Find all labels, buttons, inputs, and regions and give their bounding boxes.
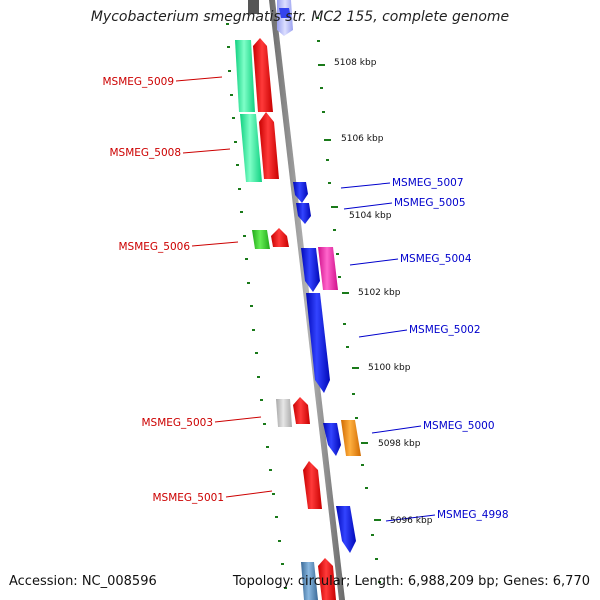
gene-feature-msmeg-5007[interactable] — [293, 182, 308, 203]
gene-feature-msmeg-5003-left[interactable] — [276, 399, 292, 427]
gene-label-msmeg-5002[interactable]: MSMEG_5002 — [409, 324, 481, 336]
gene-feature-msmeg-5004[interactable] — [301, 248, 320, 292]
gene-label-msmeg-5004[interactable]: MSMEG_5004 — [400, 253, 472, 265]
kbp-label: 5108 kbp — [334, 58, 377, 68]
genome-summary: Topology: circular; Length: 6,988,209 bp… — [232, 574, 590, 589]
gene-feature-msmeg-4998[interactable] — [336, 506, 356, 553]
kbp-scale-labels: 5108 kbp 5106 kbp 5104 kbp 5102 kbp 5100… — [334, 58, 433, 526]
kbp-label: 5106 kbp — [341, 134, 384, 144]
kbp-label: 5104 kbp — [349, 211, 392, 221]
gene-label-msmeg-5006[interactable]: MSMEG_5006 — [118, 241, 190, 253]
kbp-label: 5100 kbp — [368, 363, 411, 373]
gene-feature[interactable] — [318, 558, 336, 600]
gene-feature-msmeg-5006-left[interactable] — [252, 230, 270, 249]
gene-label-msmeg-5009[interactable]: MSMEG_5009 — [102, 76, 174, 88]
gene-label-msmeg-5005[interactable]: MSMEG_5005 — [394, 197, 466, 209]
gene-feature[interactable] — [279, 8, 291, 18]
gene-feature[interactable] — [248, 0, 259, 14]
gene-feature-msmeg-5000[interactable] — [323, 423, 341, 456]
kbp-label: 5102 kbp — [358, 288, 401, 298]
left-scale-ring — [226, 23, 287, 589]
genome-title: Mycobacterium smegmatis str. MC2 155, co… — [90, 9, 510, 25]
gene-label-msmeg-5008[interactable]: MSMEG_5008 — [109, 147, 181, 159]
gene-feature-msmeg-5009-left[interactable] — [235, 40, 255, 112]
gene-feature-msmeg-5000-right[interactable] — [341, 420, 361, 456]
gene-label-msmeg-5001[interactable]: MSMEG_5001 — [152, 492, 224, 504]
gene-feature-msmeg-5005[interactable] — [296, 203, 311, 224]
gene-feature-msmeg-5001[interactable] — [303, 461, 322, 509]
accession-label: Accession: NC_008596 — [9, 574, 157, 589]
gene-feature-msmeg-5008[interactable] — [259, 112, 279, 179]
gene-label-msmeg-5003[interactable]: MSMEG_5003 — [141, 417, 213, 429]
kbp-label: 5098 kbp — [378, 439, 421, 449]
left-gene-labels: MSMEG_5009 MSMEG_5008 MSMEG_5006 MSMEG_5… — [102, 76, 273, 504]
gene-feature-msmeg-5003[interactable] — [293, 397, 310, 424]
right-scale-ring — [316, 17, 381, 583]
gene-feature-msmeg-5008-left[interactable] — [240, 114, 262, 182]
gene-feature-msmeg-5009[interactable] — [253, 38, 273, 112]
gene-feature[interactable] — [301, 562, 318, 600]
gene-feature-msmeg-5006[interactable] — [271, 228, 289, 247]
gene-label-msmeg-5007[interactable]: MSMEG_5007 — [392, 177, 464, 189]
gene-label-msmeg-4998[interactable]: MSMEG_4998 — [437, 509, 509, 521]
right-gene-labels: MSMEG_5007 MSMEG_5005 MSMEG_5004 MSMEG_5… — [340, 177, 509, 522]
gene-feature-msmeg-5002[interactable] — [306, 293, 330, 393]
gene-label-msmeg-5000[interactable]: MSMEG_5000 — [423, 420, 495, 432]
gene-feature-msmeg-5004-right[interactable] — [318, 247, 338, 290]
kbp-label: 5096 kbp — [390, 516, 433, 526]
